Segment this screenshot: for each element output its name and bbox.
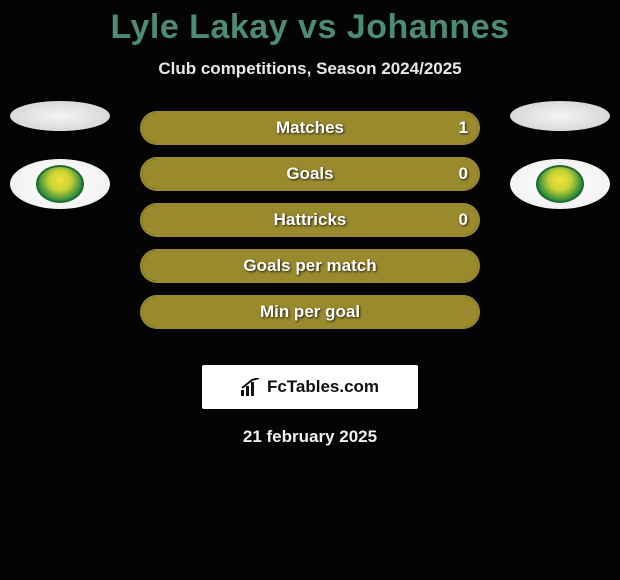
club-logo-left [36, 165, 84, 203]
stat-bar-track [140, 111, 480, 145]
stat-bar-track [140, 157, 480, 191]
snapshot-date: 21 february 2025 [0, 427, 620, 447]
stat-bar-track [140, 295, 480, 329]
page-title: Lyle Lakay vs Johannes [0, 0, 620, 47]
stat-bar: Goals0 [140, 157, 480, 191]
chart-icon [241, 378, 263, 396]
right-player-column [510, 101, 610, 209]
stat-bar-value: 0 [459, 203, 468, 237]
stat-bar-value: 1 [459, 111, 468, 145]
stat-bar: Matches1 [140, 111, 480, 145]
club-logo-right [536, 165, 584, 203]
stat-bar: Goals per match [140, 249, 480, 283]
player-avatar-left [10, 101, 110, 131]
watermark: FcTables.com [202, 365, 418, 409]
comparison-chart: Matches1 Goals0 Hattricks0 Goals per match M… [0, 111, 620, 351]
stat-bars: Matches1 Goals0 Hattricks0 Goals per match M… [140, 111, 480, 329]
stat-bar-fill [142, 205, 478, 235]
stat-bar-track [140, 203, 480, 237]
player-avatar-right [510, 101, 610, 131]
page-subtitle: Club competitions, Season 2024/2025 [0, 59, 620, 79]
club-badge-left [10, 159, 110, 209]
stat-bar: Min per goal [140, 295, 480, 329]
watermark-text: FcTables.com [267, 377, 379, 397]
stat-bar-fill [142, 113, 478, 143]
club-badge-right [510, 159, 610, 209]
stat-bar-value: 0 [459, 157, 468, 191]
stat-bar-track [140, 249, 480, 283]
left-player-column [10, 101, 110, 209]
stat-bar: Hattricks0 [140, 203, 480, 237]
stat-bar-fill [142, 297, 478, 327]
stat-bar-fill [142, 159, 478, 189]
stat-bar-fill [142, 251, 478, 281]
